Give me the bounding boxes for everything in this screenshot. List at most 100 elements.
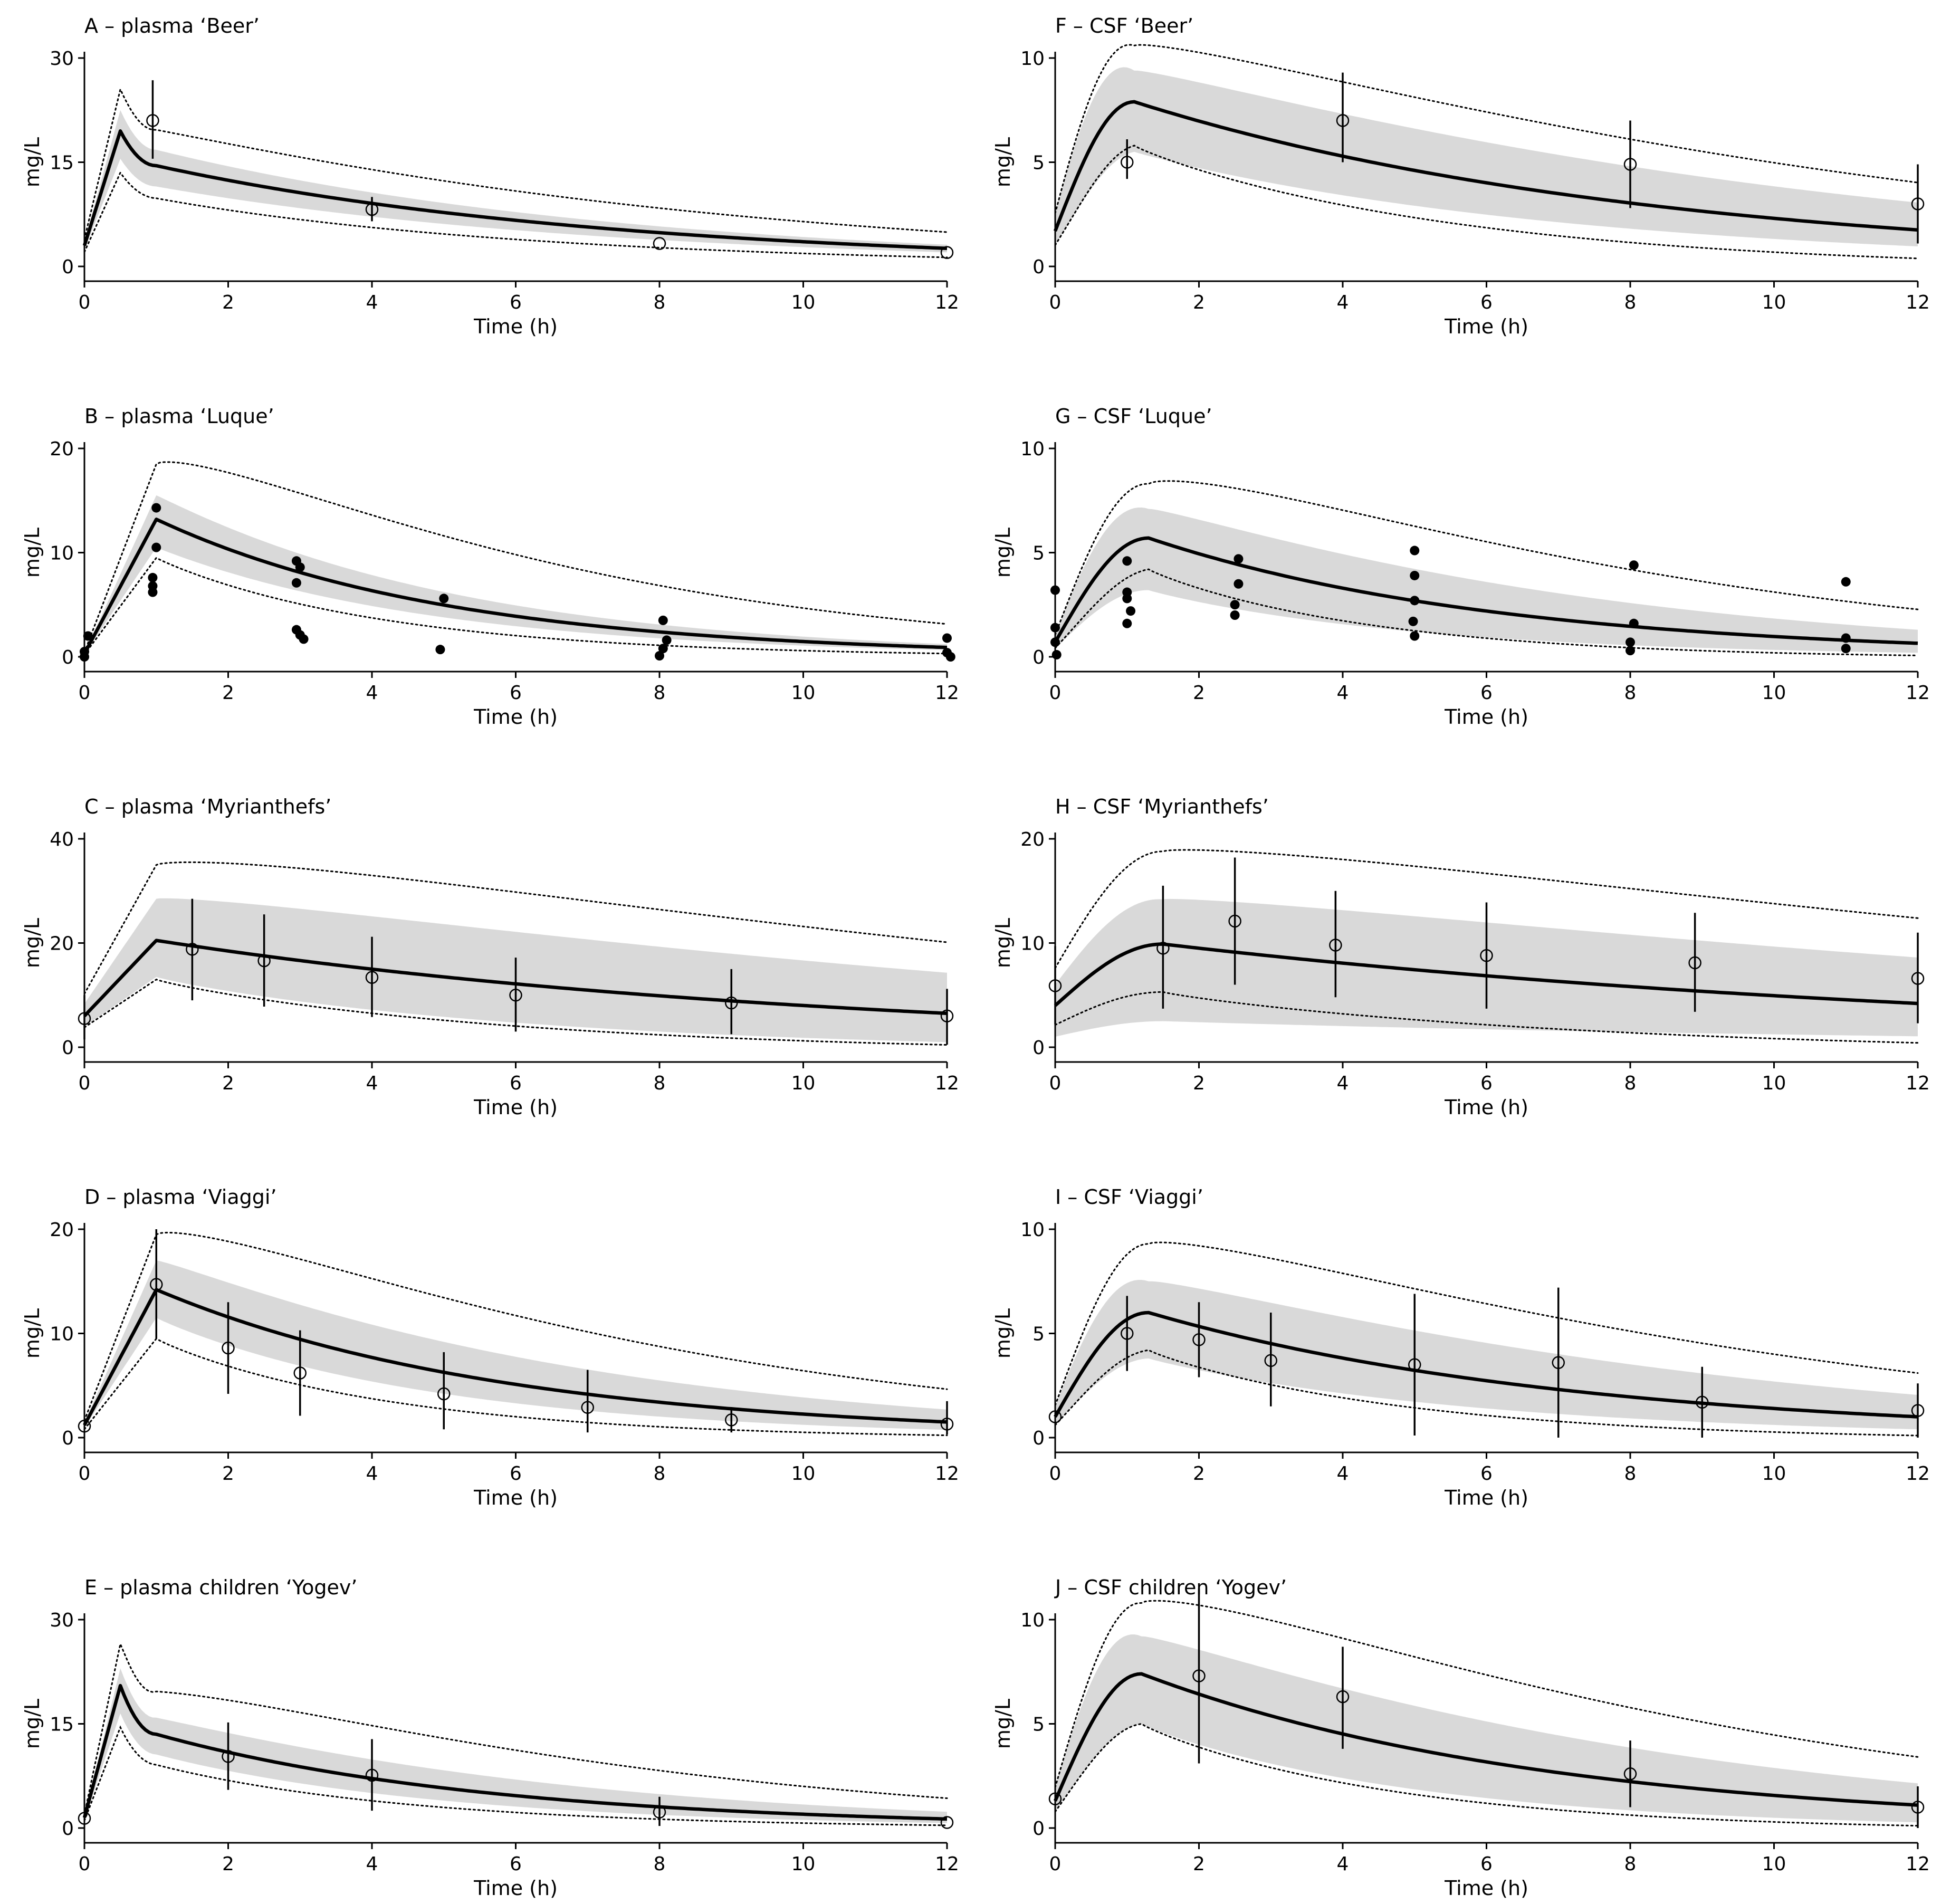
x-tick-label: 10 xyxy=(1762,1853,1786,1875)
y-tick-label: 0 xyxy=(62,1428,74,1449)
panel-title: E – plasma children ‘Yogev’ xyxy=(84,1576,357,1599)
panel-H: H – CSF ‘Myrianthefs’ 0 2 4 6 8 10 12 0 10 20 Time … xyxy=(971,781,1941,1123)
observed-point xyxy=(1911,164,1925,244)
axes xyxy=(1049,442,1919,678)
x-tick-label: 2 xyxy=(1193,1073,1205,1094)
observed-point xyxy=(940,246,954,259)
x-tick-label: 8 xyxy=(1624,292,1637,313)
lower-percentile-line xyxy=(83,1337,948,1437)
x-tick-label: 6 xyxy=(510,1463,522,1485)
individual-point xyxy=(299,634,309,644)
y-axis-title: mg/L xyxy=(21,918,44,968)
prediction-band xyxy=(84,495,947,655)
x-tick-label: 0 xyxy=(1049,682,1062,704)
x-axis-title: Time (h) xyxy=(1444,1486,1528,1509)
panel-C: C – plasma ‘Myrianthefs’ 0 2 4 6 8 10 12 0 20 40 Ti… xyxy=(0,781,970,1123)
panel-E: E – plasma children ‘Yogev’ 0 2 4 6 8 10 12 0 15 3… xyxy=(0,1562,970,1904)
x-tick-label: 12 xyxy=(935,1853,959,1875)
observed-point xyxy=(365,1739,379,1811)
x-tick-label: 8 xyxy=(654,1073,666,1094)
lower-percentile-line xyxy=(1054,991,1919,1044)
x-tick-label: 4 xyxy=(366,682,378,704)
individual-point xyxy=(1626,637,1635,647)
observed-point xyxy=(1480,902,1493,1009)
prediction-band xyxy=(84,110,947,253)
upper-percentile-line xyxy=(83,461,948,654)
upper-percentile-line xyxy=(1054,1241,1919,1407)
individual-point xyxy=(1841,633,1851,643)
panel-I: I – CSF ‘Viaggi’ 0 2 4 6 8 10 12 0 5 10 Time (h) mg/… xyxy=(971,1171,1941,1514)
y-tick-label: 20 xyxy=(1020,829,1045,850)
y-tick-label: 5 xyxy=(1032,1324,1045,1345)
individual-point xyxy=(1051,650,1062,660)
axes xyxy=(78,52,948,288)
y-tick-label: 20 xyxy=(50,1219,74,1241)
y-tick-label: 10 xyxy=(1020,48,1045,70)
panel-title: B – plasma ‘Luque’ xyxy=(84,405,274,428)
individual-point xyxy=(151,503,161,513)
y-tick-label: 0 xyxy=(62,1037,74,1059)
x-axis-title: Time (h) xyxy=(473,1877,558,1900)
panel-G: G – CSF ‘Luque’ 0 2 4 6 8 10 12 0 5 10 Time (h) mg/L xyxy=(971,390,1941,733)
observed-point xyxy=(257,914,271,1007)
x-tick-label: 12 xyxy=(935,682,959,704)
observed-point xyxy=(509,958,522,1032)
observed-point xyxy=(581,1370,594,1433)
x-tick-label: 12 xyxy=(935,1073,959,1094)
median-line xyxy=(82,129,948,251)
y-tick-label: 30 xyxy=(50,1610,74,1631)
observed-point xyxy=(1688,913,1701,1012)
axes xyxy=(1049,1613,1919,1849)
individual-point xyxy=(945,652,955,662)
panel-A: A – plasma ‘Beer’ 0 2 4 6 8 10 12 0 15 30 Time (h) m… xyxy=(0,0,970,342)
x-tick-label: 8 xyxy=(654,1463,666,1485)
observed-point xyxy=(437,1352,451,1430)
panel-title: H – CSF ‘Myrianthefs’ xyxy=(1055,795,1269,818)
x-tick-label: 8 xyxy=(1624,682,1637,704)
y-axis-title: mg/L xyxy=(991,528,1015,578)
y-axis-title: mg/L xyxy=(21,137,44,187)
y-tick-label: 0 xyxy=(62,256,74,278)
individual-point xyxy=(1410,570,1420,580)
observed-point xyxy=(1911,932,1925,1023)
y-tick-label: 15 xyxy=(50,152,74,174)
observed-point xyxy=(1192,1588,1206,1764)
observed-point xyxy=(293,1330,307,1416)
y-tick-label: 10 xyxy=(1020,933,1045,955)
x-tick-label: 10 xyxy=(1762,1073,1786,1094)
x-tick-label: 2 xyxy=(1193,1463,1205,1485)
upper-percentile-line xyxy=(83,87,948,240)
x-tick-label: 4 xyxy=(366,1853,378,1875)
median-line xyxy=(1054,536,1918,645)
observed-point xyxy=(1623,1740,1637,1807)
individual-point xyxy=(658,615,668,625)
individual-point xyxy=(1410,546,1420,556)
individual-point xyxy=(1122,594,1132,604)
lower-percentile-line xyxy=(1054,145,1919,260)
x-tick-label: 2 xyxy=(222,682,234,704)
individual-point xyxy=(1234,554,1244,564)
y-axis-title: mg/L xyxy=(991,1308,1015,1358)
panel-title: C – plasma ‘Myrianthefs’ xyxy=(84,795,331,818)
observed-point xyxy=(940,1401,954,1435)
observed-point xyxy=(365,936,379,1017)
chart-I: I – CSF ‘Viaggi’ 0 2 4 6 8 10 12 0 5 10 Time (h) mg/… xyxy=(991,1185,1930,1509)
upper-percentile-line xyxy=(1054,1600,1919,1788)
observed-point xyxy=(150,1229,163,1339)
individual-point xyxy=(148,572,158,582)
x-tick-label: 10 xyxy=(1762,292,1786,313)
y-tick-label: 0 xyxy=(1032,647,1045,668)
panel-title: D – plasma ‘Viaggi’ xyxy=(84,1185,277,1209)
x-tick-label: 8 xyxy=(1624,1853,1637,1875)
individual-point xyxy=(1126,606,1136,616)
observed-point xyxy=(1911,1383,1925,1438)
y-tick-label: 0 xyxy=(62,1818,74,1840)
y-tick-label: 0 xyxy=(1032,1818,1045,1840)
y-tick-label: 10 xyxy=(1020,1219,1045,1241)
observed-point xyxy=(1228,857,1241,985)
x-tick-label: 2 xyxy=(222,1463,234,1485)
x-tick-label: 12 xyxy=(1906,1463,1930,1485)
x-axis-title: Time (h) xyxy=(1444,1096,1528,1119)
prediction-band xyxy=(1055,67,1918,247)
individual-point xyxy=(295,562,305,572)
